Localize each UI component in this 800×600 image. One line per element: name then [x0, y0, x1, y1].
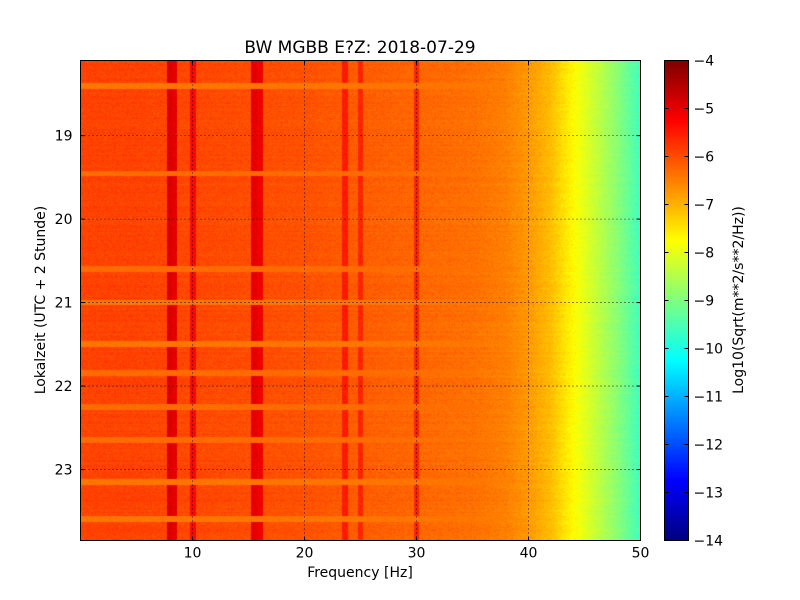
y-tick-label: 20: [55, 212, 73, 228]
colorbar-tick-label: −6: [694, 150, 715, 166]
y-tick-label: 22: [55, 379, 73, 395]
y-tick-label: 21: [55, 296, 73, 312]
x-tick-label: 10: [184, 546, 202, 562]
grid-lines: [80, 60, 641, 541]
colorbar-tick-label: −12: [694, 438, 724, 454]
y-tick-label: 23: [55, 463, 73, 479]
x-tick-label: 30: [408, 546, 426, 562]
plot-frame: [80, 60, 641, 541]
y-axis-ticks: 19 20 21 22 23: [55, 129, 641, 479]
colorbar-tick-label: −4: [694, 54, 715, 70]
colorbar-ticks: −4 −5 −6 −7 −8 −9 −10 −11 −12 −13 −14: [664, 54, 724, 550]
colorbar-tick-label: −7: [694, 198, 715, 214]
y-axis-label: Lokalzeit (UTC + 2 Stunde): [33, 206, 49, 395]
x-tick-label: 50: [632, 546, 650, 562]
colorbar-tick-label: −9: [694, 294, 715, 310]
colorbar-tick-label: −5: [694, 102, 715, 118]
x-axis-ticks: 10 20 30 40 50: [184, 60, 650, 562]
colorbar-tick-label: −13: [694, 486, 724, 502]
colorbar-tick-label: −11: [694, 390, 724, 406]
heatmap-canvas: [81, 61, 640, 540]
colorbar-canvas: [665, 61, 688, 540]
heatmap-area: [81, 61, 640, 540]
y-tick-label: 19: [55, 129, 73, 145]
x-tick-label: 20: [296, 546, 314, 562]
colorbar-tick-label: −10: [694, 342, 724, 358]
colorbar-tick-label: −8: [694, 246, 715, 262]
colorbar-label: Log10(Sqrt(m**2/s**2/Hz)): [731, 206, 747, 394]
x-tick-label: 40: [520, 546, 538, 562]
colorbar-area: [665, 61, 688, 540]
colorbar-tick-label: −14: [694, 534, 724, 550]
chart-title: BW MGBB E?Z: 2018-07-29: [244, 38, 475, 58]
x-axis-label: Frequency [Hz]: [307, 565, 413, 581]
